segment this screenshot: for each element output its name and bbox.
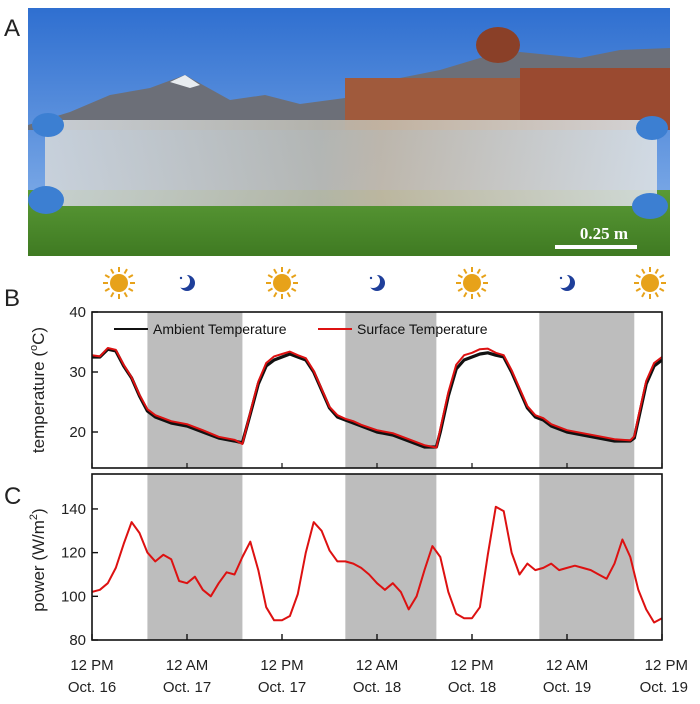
- temperature-night-band: [539, 312, 635, 468]
- temperature-y-tick-label: 40: [69, 304, 86, 321]
- power-night-band: [539, 474, 635, 640]
- x-tick-label-time: 12 PM: [450, 657, 493, 674]
- temperature-y-tick-label: 20: [69, 424, 86, 441]
- temperature-night-band: [345, 312, 437, 468]
- x-tick-label-date: Oct. 17: [258, 679, 306, 696]
- sun-icon: [634, 267, 666, 299]
- dome: [476, 27, 520, 63]
- left-glove: [32, 113, 64, 137]
- right-glove-lower: [632, 193, 668, 219]
- radiative-film: [45, 120, 657, 206]
- x-ticks: 12 PM Oct. 16 12 AM Oct. 17 12 PM Oct. 17 12 A…: [68, 463, 688, 696]
- power-y-tick-label: 80: [69, 632, 86, 649]
- night-bands-power: [147, 474, 635, 640]
- x-tick-label-date: Oct. 18: [353, 679, 401, 696]
- power-series-line: [92, 505, 662, 624]
- x-tick-label-date: Oct. 17: [163, 679, 211, 696]
- power-series: [92, 505, 662, 624]
- power-y-tick-label: 140: [61, 501, 86, 518]
- temperature-y-axis-title: temperature (oC): [28, 327, 48, 453]
- power-night-band: [345, 474, 437, 640]
- power-y-axis-title: power (W/m2): [28, 508, 48, 611]
- x-tick-label-date: Oct. 16: [68, 679, 116, 696]
- temperature-y-title-sup: o: [28, 345, 40, 351]
- scale-bar-label: 0.25 m: [580, 224, 628, 243]
- power-y-title-end: ): [29, 508, 48, 514]
- x-tick-label-time: 12 AM: [356, 657, 399, 674]
- photograph: 0.25 m: [28, 8, 670, 256]
- power-y-title-sup: 2: [28, 514, 40, 520]
- x-tick-label-date: Oct. 19: [543, 679, 591, 696]
- x-tick-label-time: 12 PM: [70, 657, 113, 674]
- temperature-y-ticks: 20 30 40: [69, 304, 98, 441]
- x-tick-label-time: 12 AM: [166, 657, 209, 674]
- moon-icon: [556, 274, 575, 291]
- sun-icon: [456, 267, 488, 299]
- x-tick-label-date: Oct. 19: [640, 679, 688, 696]
- x-tick-label-time: 12 PM: [260, 657, 303, 674]
- power-night-band: [147, 474, 243, 640]
- temperature-y-title-end: C): [29, 327, 48, 345]
- x-tick-label-date: Oct. 18: [448, 679, 496, 696]
- legend-surface-label: Surface Temperature: [357, 321, 488, 337]
- panel-label-c: C: [4, 483, 21, 510]
- power-y-tick-label: 120: [61, 545, 86, 562]
- right-glove: [636, 116, 668, 140]
- scale-bar: [555, 245, 637, 249]
- temperature-night-band: [147, 312, 243, 468]
- temperature-series-line: [92, 347, 662, 449]
- sun-icon: [103, 267, 135, 299]
- power-y-tick-label: 100: [61, 588, 86, 605]
- left-glove-lower: [28, 186, 64, 214]
- moon-icon: [176, 274, 195, 291]
- sun-icon: [266, 267, 298, 299]
- panel-label-a: A: [4, 15, 20, 42]
- day-night-icons: [103, 267, 666, 299]
- temperature-y-title-main: temperature (: [29, 351, 48, 453]
- mountain-snow: [170, 75, 200, 88]
- x-tick-label-time: 12 AM: [546, 657, 589, 674]
- temperature-y-tick-label: 30: [69, 364, 86, 381]
- temperature-series-line: [92, 347, 662, 449]
- temperature-series: [92, 347, 662, 449]
- x-tick-label-time: 12 PM: [645, 657, 688, 674]
- legend: Ambient Temperature Surface Temperature: [114, 321, 488, 337]
- panel-label-b: B: [4, 285, 20, 312]
- night-bands-temperature: [147, 312, 635, 468]
- legend-ambient-label: Ambient Temperature: [153, 321, 287, 337]
- power-y-ticks: 80 100 120 140: [61, 501, 98, 649]
- power-y-title-main: power (W/m: [29, 520, 48, 612]
- moon-icon: [366, 274, 385, 291]
